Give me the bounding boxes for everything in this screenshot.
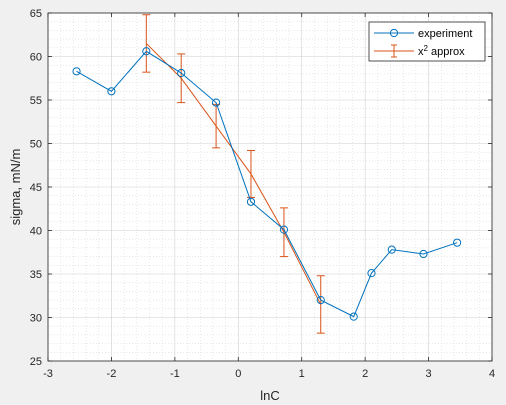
experiment-point xyxy=(387,245,396,254)
experiment-line xyxy=(76,50,458,318)
x-tick-label: -3 xyxy=(43,368,53,380)
legend-box xyxy=(368,21,486,62)
experiment-point xyxy=(316,296,325,305)
x-tick-label: -1 xyxy=(170,368,180,380)
x-axis-title: lnC xyxy=(260,388,280,403)
x-tick-label: 4 xyxy=(489,368,495,380)
legend: experiment x2 approx xyxy=(368,21,486,62)
legend-approx-label: x2 approx xyxy=(418,44,465,58)
experiment-point xyxy=(279,225,289,234)
experiment-point xyxy=(142,47,151,56)
experiment-point xyxy=(246,197,256,206)
y-tick-label: 45 xyxy=(30,182,42,194)
legend-approx-superscript: 2 xyxy=(424,44,429,53)
x-tick-label: 2 xyxy=(362,368,368,380)
y-tick-label: 55 xyxy=(30,95,42,107)
x-tick-label: 0 xyxy=(235,368,241,380)
y-tick-label: 65 xyxy=(30,8,42,20)
approx-line xyxy=(145,43,322,305)
x-tick-label: 3 xyxy=(426,368,432,380)
y-tick-label: 25 xyxy=(30,356,42,368)
legend-experiment-label: experiment xyxy=(418,28,472,40)
experiment-point xyxy=(177,68,186,78)
y-tick-label: 50 xyxy=(30,139,42,151)
experiment-point xyxy=(349,312,358,321)
y-tick-label: 35 xyxy=(30,269,42,281)
y-axis: 25 30 35 40 45 50 55 60 65 xyxy=(30,8,492,368)
x-tick-label: -2 xyxy=(107,368,117,380)
experiment-point xyxy=(211,98,221,107)
approx-series xyxy=(142,14,325,334)
experiment-series xyxy=(72,47,462,321)
legend-approx-tail: approx xyxy=(428,46,465,58)
y-tick-label: 30 xyxy=(30,313,42,325)
legend-experiment-marker xyxy=(389,28,399,38)
y-tick-label: 60 xyxy=(30,52,42,64)
y-tick-label: 40 xyxy=(30,226,42,238)
experiment-point xyxy=(107,87,116,96)
x-tick-label: 1 xyxy=(299,368,305,380)
legend-approx-base: x xyxy=(418,46,424,58)
experiment-point xyxy=(72,67,81,76)
experiment-point xyxy=(419,249,428,259)
y-axis-title: sigma, mN/m xyxy=(8,149,23,226)
x-axis: -3 -2 -1 0 1 2 3 4 xyxy=(43,13,495,380)
experiment-point xyxy=(367,269,376,278)
experiment-point xyxy=(453,238,462,247)
